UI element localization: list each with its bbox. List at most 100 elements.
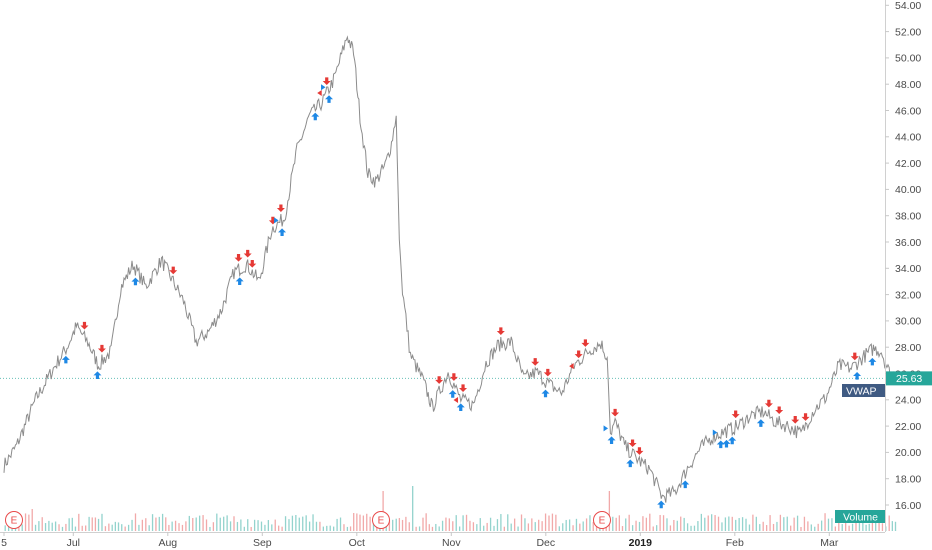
volume-bar bbox=[582, 521, 584, 531]
volume-bar bbox=[680, 516, 682, 531]
volume-bar bbox=[359, 514, 361, 531]
volume-bar bbox=[395, 518, 397, 531]
volume-bar bbox=[851, 523, 854, 531]
sell-arrow bbox=[543, 368, 552, 377]
volume-bar bbox=[728, 516, 730, 531]
sell-arrow bbox=[850, 352, 859, 361]
volume-bar bbox=[216, 513, 218, 531]
buy-arrow bbox=[756, 419, 765, 427]
volume-bar bbox=[738, 518, 740, 531]
last-price-badge: 25.63 bbox=[886, 371, 932, 386]
buy-arrow bbox=[456, 403, 465, 412]
buy-arrow bbox=[722, 439, 731, 448]
volume-bar bbox=[41, 517, 43, 531]
volume-bar bbox=[155, 517, 157, 531]
volume-bar bbox=[572, 525, 574, 531]
volume-bar bbox=[635, 520, 637, 531]
volume-bar bbox=[711, 514, 713, 531]
volume-bar bbox=[486, 522, 488, 531]
volume-bar bbox=[362, 515, 365, 531]
volume-bar bbox=[714, 515, 716, 531]
volume-bar bbox=[479, 518, 481, 531]
buy-arrow bbox=[626, 459, 635, 468]
price-series bbox=[3, 35, 896, 503]
volume-bar bbox=[645, 517, 648, 531]
volume-bar bbox=[575, 518, 578, 531]
volume-bar bbox=[803, 516, 806, 531]
x-tick-label: Sep bbox=[253, 537, 272, 549]
earnings-marker[interactable]: E bbox=[372, 511, 390, 529]
volume-bar bbox=[428, 524, 430, 531]
buy-arrow bbox=[61, 355, 70, 364]
volume-bar bbox=[329, 525, 331, 531]
volume-bar bbox=[793, 517, 795, 531]
volume-bar bbox=[838, 521, 840, 531]
volume-bar bbox=[765, 525, 768, 531]
volume-bar bbox=[54, 521, 57, 531]
volume-bar bbox=[612, 516, 614, 531]
volume-bar bbox=[618, 515, 620, 531]
volume-bar bbox=[824, 513, 826, 531]
volume-bar bbox=[489, 517, 492, 531]
x-tick-label: 5 bbox=[1, 537, 7, 549]
buy-arrow bbox=[728, 436, 737, 445]
y-tick-label: 34.00 bbox=[895, 263, 921, 275]
buy-arrow bbox=[448, 390, 457, 398]
volume-bar bbox=[336, 518, 338, 531]
volume-bar bbox=[315, 521, 318, 531]
volume-bar bbox=[229, 521, 232, 531]
volume-bar bbox=[91, 517, 93, 531]
volume-bar bbox=[51, 522, 53, 531]
sell-arrow bbox=[97, 344, 106, 353]
volume-bar bbox=[796, 515, 799, 531]
sell-arrow bbox=[531, 358, 540, 366]
volume-bar bbox=[271, 524, 273, 531]
volume-bar bbox=[369, 516, 371, 531]
volume-bar bbox=[848, 525, 850, 531]
volume-bar bbox=[888, 515, 890, 531]
volume-bar bbox=[114, 521, 116, 531]
sell-arrow bbox=[276, 204, 285, 213]
volume-bar bbox=[202, 515, 204, 531]
volume-bar bbox=[38, 521, 40, 531]
volume-bar bbox=[565, 519, 567, 531]
vwap-badge[interactable]: VWAP bbox=[842, 384, 885, 398]
volume-bar bbox=[61, 526, 64, 531]
volume-bar bbox=[127, 524, 130, 531]
buy-arrow bbox=[681, 480, 690, 489]
plot-area[interactable] bbox=[0, 0, 885, 532]
volume-bar bbox=[548, 515, 550, 531]
buy-arrow bbox=[131, 277, 140, 286]
earnings-marker[interactable]: E bbox=[5, 511, 23, 529]
volume-bar bbox=[151, 514, 154, 531]
volume-bar bbox=[145, 518, 147, 531]
volume-bar bbox=[295, 514, 297, 531]
volume-bar bbox=[121, 524, 123, 531]
volume-bar bbox=[517, 526, 519, 531]
volume-bar bbox=[78, 513, 80, 531]
volume-bar bbox=[44, 523, 47, 531]
y-tick-label: 44.00 bbox=[895, 132, 921, 144]
volume-bar bbox=[349, 526, 352, 531]
x-axis[interactable]: 5 Jul Aug Sep Oct Nov Dec 2019 Feb Mar bbox=[1, 532, 839, 549]
y-axis[interactable]: 16.0018.0020.0022.0024.0026.0028.0030.00… bbox=[885, 0, 921, 512]
sell-arrow bbox=[801, 413, 810, 421]
y-tick-label: 18.00 bbox=[895, 474, 921, 486]
volume-bar bbox=[858, 523, 861, 531]
volume-bar bbox=[243, 526, 245, 531]
y-tick-label: 42.00 bbox=[895, 158, 921, 170]
volume-bar bbox=[608, 491, 611, 531]
earnings-marker[interactable]: E bbox=[593, 511, 611, 529]
volume-bar bbox=[704, 517, 706, 531]
volume-badge[interactable]: Volume bbox=[835, 510, 885, 524]
volume-bar bbox=[721, 522, 723, 531]
sell-arrow bbox=[449, 373, 458, 381]
volume-bar bbox=[810, 524, 812, 531]
volume-bar bbox=[392, 519, 394, 531]
volume-bar bbox=[686, 523, 689, 531]
x-tick-label: Jul bbox=[67, 537, 80, 549]
volume-bar bbox=[435, 523, 437, 531]
y-tick-label: 16.00 bbox=[895, 500, 921, 512]
